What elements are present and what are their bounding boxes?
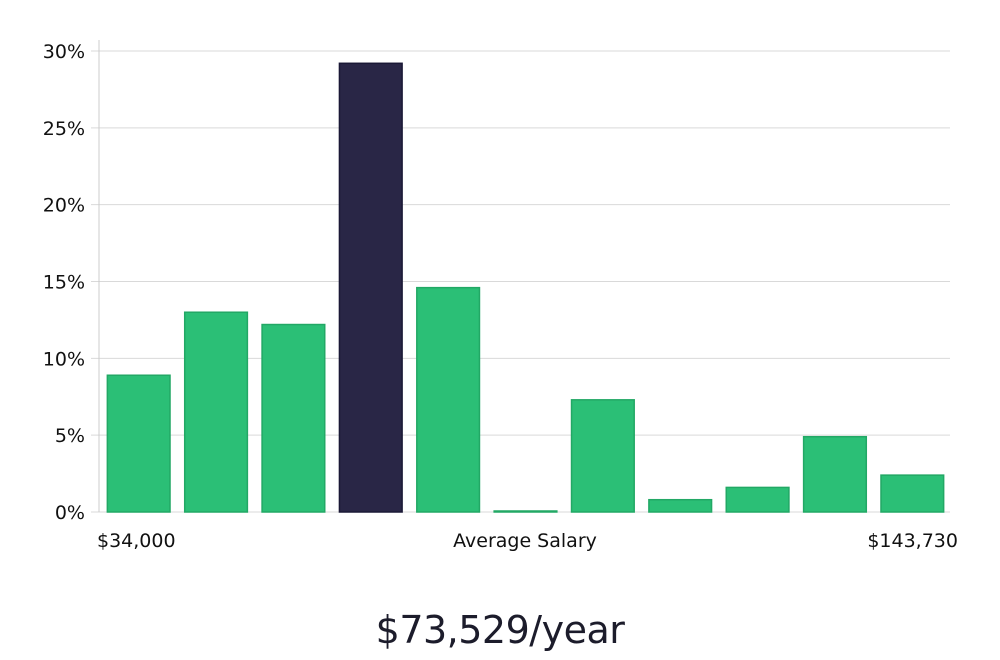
x-axis-max-label: $143,730 [867,530,958,552]
bar [416,286,481,513]
y-axis: 0% 5% 10% 15% 20% 25% 30% [43,41,85,524]
y-tick-label: 0% [55,502,85,524]
y-tick-label: 20% [43,195,85,217]
bar-highlighted [338,62,403,513]
bar [725,486,790,513]
bar [648,498,713,513]
bar [802,435,868,513]
bar [493,510,558,513]
bars [106,62,945,513]
y-tick-label: 30% [43,41,85,63]
salary-histogram: 0% 5% 10% 15% 20% 25% 30% $34,000 Average Sala… [43,40,958,552]
y-tick-label: 10% [43,348,85,370]
chart-svg: 0% 5% 10% 15% 20% 25% 30% $34,000 Average Sala… [43,40,958,552]
bar [261,323,326,513]
average-salary-value: $73,529/year [375,608,625,652]
x-axis-min-label: $34,000 [97,530,176,552]
y-tick-label: 5% [55,425,85,447]
x-axis-title: Average Salary [453,530,597,552]
y-tick-label: 15% [43,272,85,294]
bar [570,399,635,513]
bar [183,311,249,513]
bar [880,474,945,513]
bar [106,374,171,513]
y-tick-label: 25% [43,118,85,140]
